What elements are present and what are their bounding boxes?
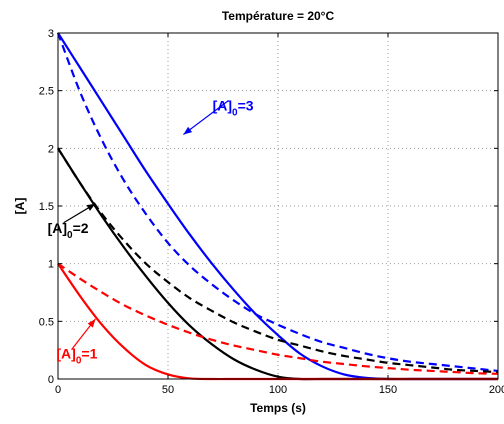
y-tick-label: 0.5 [39, 316, 54, 328]
annotation-main: [A] [48, 220, 67, 236]
y-tick-label: 2.5 [39, 86, 54, 98]
x-tick-label: 100 [269, 384, 287, 396]
y-tick-label: 1 [48, 259, 54, 271]
y-axis-title: [A] [13, 198, 27, 215]
x-axis-title: Temps (s) [250, 401, 306, 415]
y-tick-label: 3 [48, 28, 54, 40]
annotation-main: [A] [213, 98, 232, 114]
chart-title: Température = 20°C [222, 9, 335, 23]
x-tick-label: 150 [379, 384, 397, 396]
annotation-arrow-head [87, 319, 96, 328]
annotation-tail: =3 [238, 98, 254, 114]
annotation-label: [A]0=1 [56, 345, 97, 366]
y-tick-label: 0 [48, 374, 54, 386]
annotation-sub: 0 [67, 230, 73, 241]
annotation-label: [A]0=2 [48, 220, 89, 241]
annotation-2: [A]0=1 [56, 318, 98, 366]
annotation-sub: 0 [232, 108, 238, 119]
annotation-arrow-line [183, 100, 229, 135]
x-tick-label: 50 [162, 384, 174, 396]
annotations: [A]0=3[A]0=2[A]0=1 [48, 98, 254, 367]
annotation-label: [A]0=3 [213, 98, 254, 119]
annotation-arrow-head [183, 126, 193, 135]
annotation-0: [A]0=3 [183, 98, 254, 135]
y-tick-label: 2 [48, 143, 54, 155]
annotation-main: [A] [56, 345, 75, 361]
y-tick-label: 1.5 [39, 201, 54, 213]
annotation-tail: =1 [81, 345, 97, 361]
series-line-5-dashed [57, 262, 499, 375]
annotation-arrow-head [86, 203, 96, 211]
grid [58, 33, 498, 379]
series-line-1-dashed [56, 32, 499, 373]
annotation-1: [A]0=2 [48, 203, 96, 241]
x-tick-label: 200 [489, 384, 504, 396]
annotation-sub: 0 [76, 355, 82, 366]
annotation-tail: =2 [73, 220, 89, 236]
series-line-3-dashed [57, 147, 499, 374]
ticks: 0 50 100 150 200 0 0.5 1 1.5 2 2.5 3 [39, 28, 504, 396]
x-tick-label: 0 [55, 384, 61, 396]
